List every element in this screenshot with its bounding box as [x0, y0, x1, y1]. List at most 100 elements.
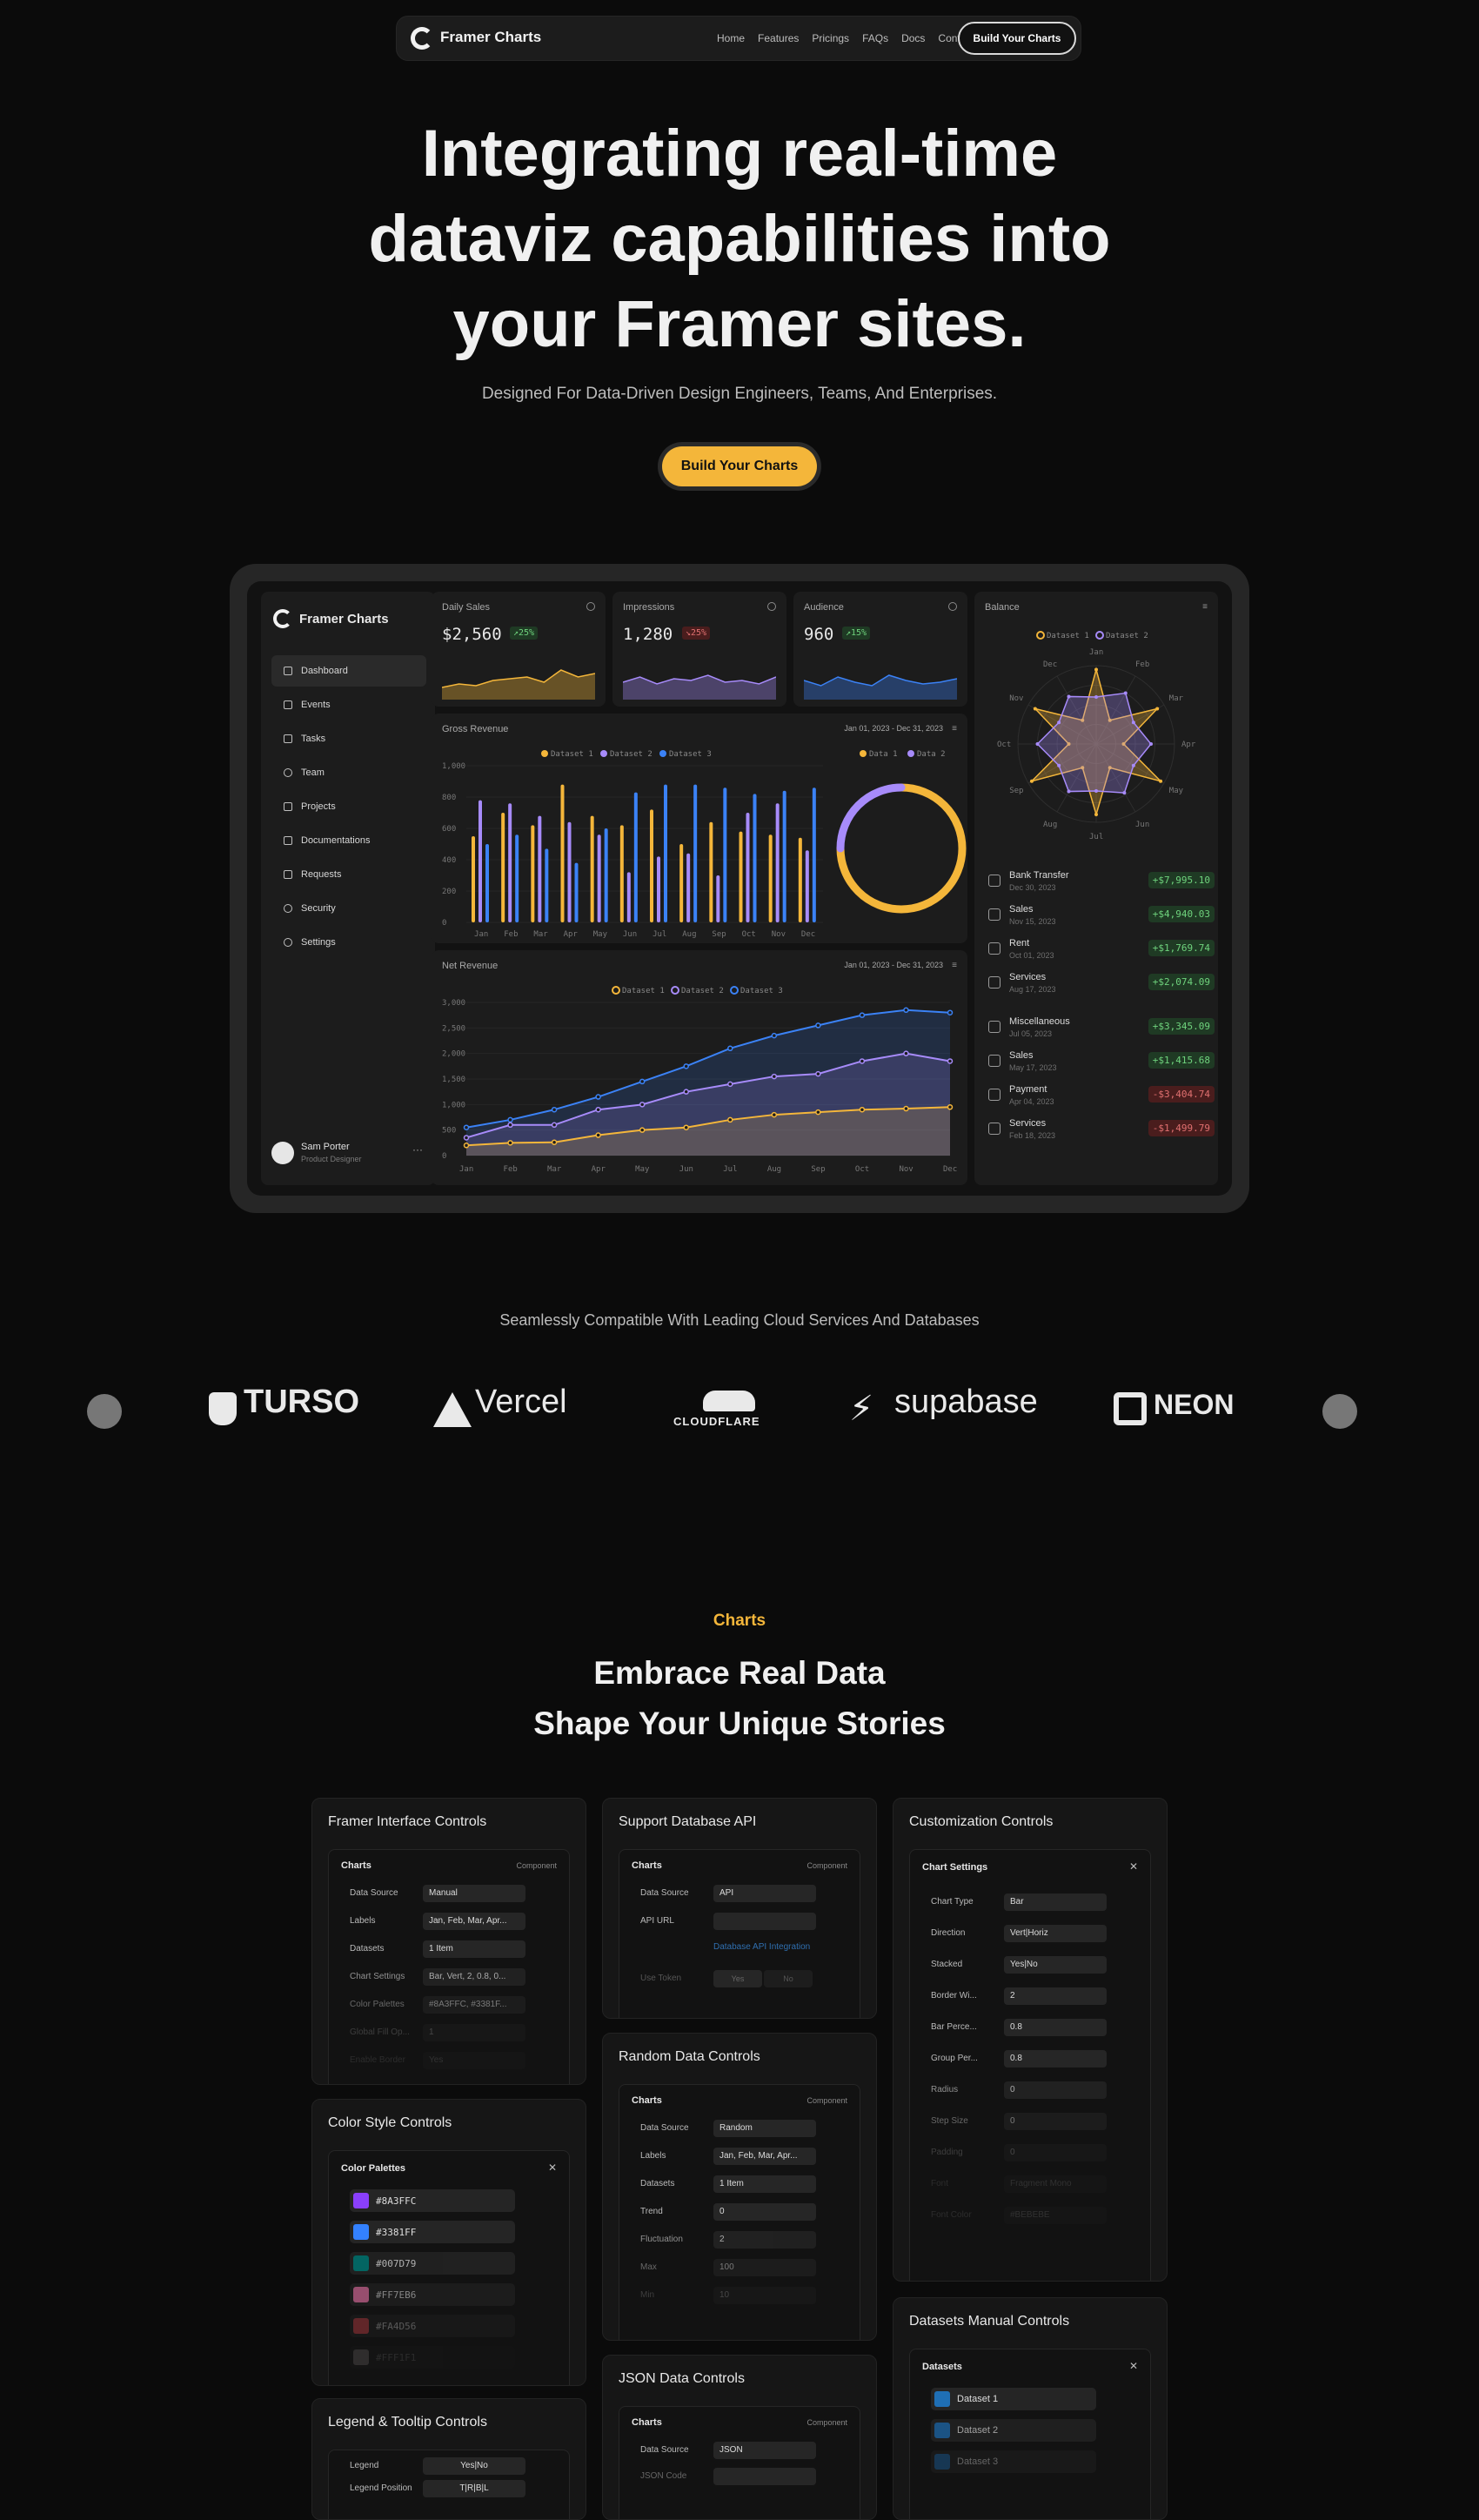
data-point[interactable]: [595, 1094, 601, 1100]
info-icon[interactable]: [767, 602, 776, 611]
nav-link-faqs[interactable]: FAQs: [862, 32, 889, 44]
date-range[interactable]: Jan 01, 2023 - Dec 31, 2023: [844, 724, 943, 733]
sidebar-item-projects[interactable]: Projects: [271, 791, 426, 822]
data-point[interactable]: [595, 1132, 601, 1138]
color-swatch-row[interactable]: #FF7EB6: [350, 2283, 515, 2306]
bar[interactable]: [739, 831, 743, 922]
color-swatch-row[interactable]: #FFF1F1: [350, 2346, 515, 2369]
data-point[interactable]: [947, 1104, 954, 1110]
bar[interactable]: [633, 792, 638, 922]
bar[interactable]: [746, 813, 750, 922]
nav-link-docs[interactable]: Docs: [901, 32, 926, 44]
control-select[interactable]: JSON: [713, 2442, 816, 2459]
control-value[interactable]: 1 Item: [713, 2175, 816, 2193]
control-value[interactable]: 0: [713, 2203, 816, 2221]
avatar[interactable]: [271, 1142, 294, 1164]
data-point[interactable]: [639, 1127, 646, 1133]
bar[interactable]: [686, 853, 691, 922]
radar-point[interactable]: [1081, 766, 1085, 770]
bar[interactable]: [545, 848, 549, 922]
bar[interactable]: [485, 844, 489, 922]
radar-point[interactable]: [1131, 720, 1135, 725]
radar-point[interactable]: [1057, 763, 1061, 767]
series-line[interactable]: [465, 1052, 951, 1139]
radar-point[interactable]: [1057, 720, 1061, 725]
filter-icon[interactable]: ≡: [952, 961, 957, 970]
control-value[interactable]: 100: [713, 2259, 816, 2276]
api-docs-link[interactable]: Database API Integration: [713, 1942, 811, 1952]
transaction-row[interactable]: Services Aug 17, 2023 +$2,074.09: [988, 968, 1215, 1002]
data-point[interactable]: [507, 1116, 513, 1123]
radar-point[interactable]: [1081, 718, 1085, 722]
control-value[interactable]: Manual: [423, 1885, 525, 1902]
dataset-row[interactable]: Dataset 2: [931, 2419, 1096, 2442]
color-swatch-row[interactable]: #8A3FFC: [350, 2189, 515, 2212]
toggle-no[interactable]: No: [764, 1970, 813, 1987]
control-value[interactable]: Jan, Feb, Mar, Apr...: [713, 2148, 816, 2165]
bar[interactable]: [626, 872, 631, 922]
data-point[interactable]: [551, 1106, 558, 1113]
brand-logo-icon[interactable]: [411, 27, 433, 50]
bar[interactable]: [664, 784, 667, 922]
control-input[interactable]: [713, 1913, 816, 1930]
data-point[interactable]: [683, 1063, 689, 1069]
radar-point[interactable]: [1094, 789, 1098, 793]
data-point[interactable]: [639, 1102, 646, 1108]
transaction-row[interactable]: Miscellaneous Jul 05, 2023 +$3,345.09: [988, 1013, 1215, 1046]
filter-icon[interactable]: ≡: [952, 724, 957, 734]
radar-point[interactable]: [1094, 667, 1098, 672]
data-point[interactable]: [903, 1050, 909, 1056]
sidebar-item-team[interactable]: Team: [271, 757, 426, 788]
data-point[interactable]: [551, 1122, 558, 1129]
sidebar-item-settings[interactable]: Settings: [271, 927, 426, 958]
donut-slice[interactable]: [836, 783, 967, 914]
data-point[interactable]: [947, 1009, 954, 1015]
bar[interactable]: [538, 815, 542, 922]
data-point[interactable]: [683, 1124, 689, 1130]
control-segment[interactable]: T|R|B|L: [423, 2480, 525, 2497]
control-value[interactable]: #BEBEBE: [1004, 2207, 1107, 2224]
bar[interactable]: [650, 809, 653, 922]
control-value[interactable]: Bar: [1004, 1893, 1107, 1911]
sidebar-item-events[interactable]: Events: [271, 689, 426, 720]
bar[interactable]: [693, 784, 698, 922]
data-point[interactable]: [507, 1140, 513, 1146]
sidebar-item-dashboard[interactable]: Dashboard: [271, 655, 426, 687]
radar-point[interactable]: [1122, 791, 1127, 795]
bar[interactable]: [597, 834, 601, 922]
control-value[interactable]: 2: [713, 2231, 816, 2249]
radar-point[interactable]: [1094, 695, 1098, 699]
nav-link-pricings[interactable]: Pricings: [812, 32, 850, 44]
color-swatch-row[interactable]: #3381FF: [350, 2221, 515, 2243]
sidebar-item-tasks[interactable]: Tasks: [271, 723, 426, 754]
control-value[interactable]: #8A3FFC, #3381F...: [423, 1996, 525, 2014]
data-point[interactable]: [771, 1111, 778, 1118]
radar-point[interactable]: [1108, 766, 1112, 770]
bar[interactable]: [531, 825, 535, 922]
bar[interactable]: [723, 788, 727, 922]
data-point[interactable]: [771, 1032, 778, 1039]
data-point[interactable]: [727, 1081, 733, 1088]
bar[interactable]: [679, 844, 684, 922]
bar[interactable]: [775, 803, 780, 922]
dataset-row[interactable]: Dataset 3: [931, 2450, 1096, 2473]
close-icon[interactable]: ✕: [547, 2161, 557, 2174]
bar[interactable]: [590, 815, 594, 922]
data-point[interactable]: [507, 1122, 513, 1129]
control-value[interactable]: Jan, Feb, Mar, Apr...: [423, 1913, 525, 1930]
bar[interactable]: [478, 800, 482, 922]
transaction-row[interactable]: Sales Nov 15, 2023 +$4,940.03: [988, 901, 1215, 934]
toggle-yes[interactable]: Yes: [713, 1970, 762, 1987]
data-point[interactable]: [551, 1139, 558, 1145]
transaction-row[interactable]: Sales May 17, 2023 +$1,415.68: [988, 1047, 1215, 1080]
sidebar-item-documentations[interactable]: Documentations: [271, 825, 426, 856]
data-point[interactable]: [859, 1012, 866, 1018]
data-point[interactable]: [639, 1078, 646, 1085]
control-value[interactable]: Bar, Vert, 2, 0.8, 0...: [423, 1968, 525, 1986]
bar[interactable]: [805, 850, 809, 922]
data-point[interactable]: [903, 1007, 909, 1014]
data-point[interactable]: [463, 1124, 470, 1130]
info-icon[interactable]: [586, 602, 595, 611]
date-range[interactable]: Jan 01, 2023 - Dec 31, 2023: [844, 961, 943, 969]
series-line[interactable]: [465, 1009, 951, 1129]
